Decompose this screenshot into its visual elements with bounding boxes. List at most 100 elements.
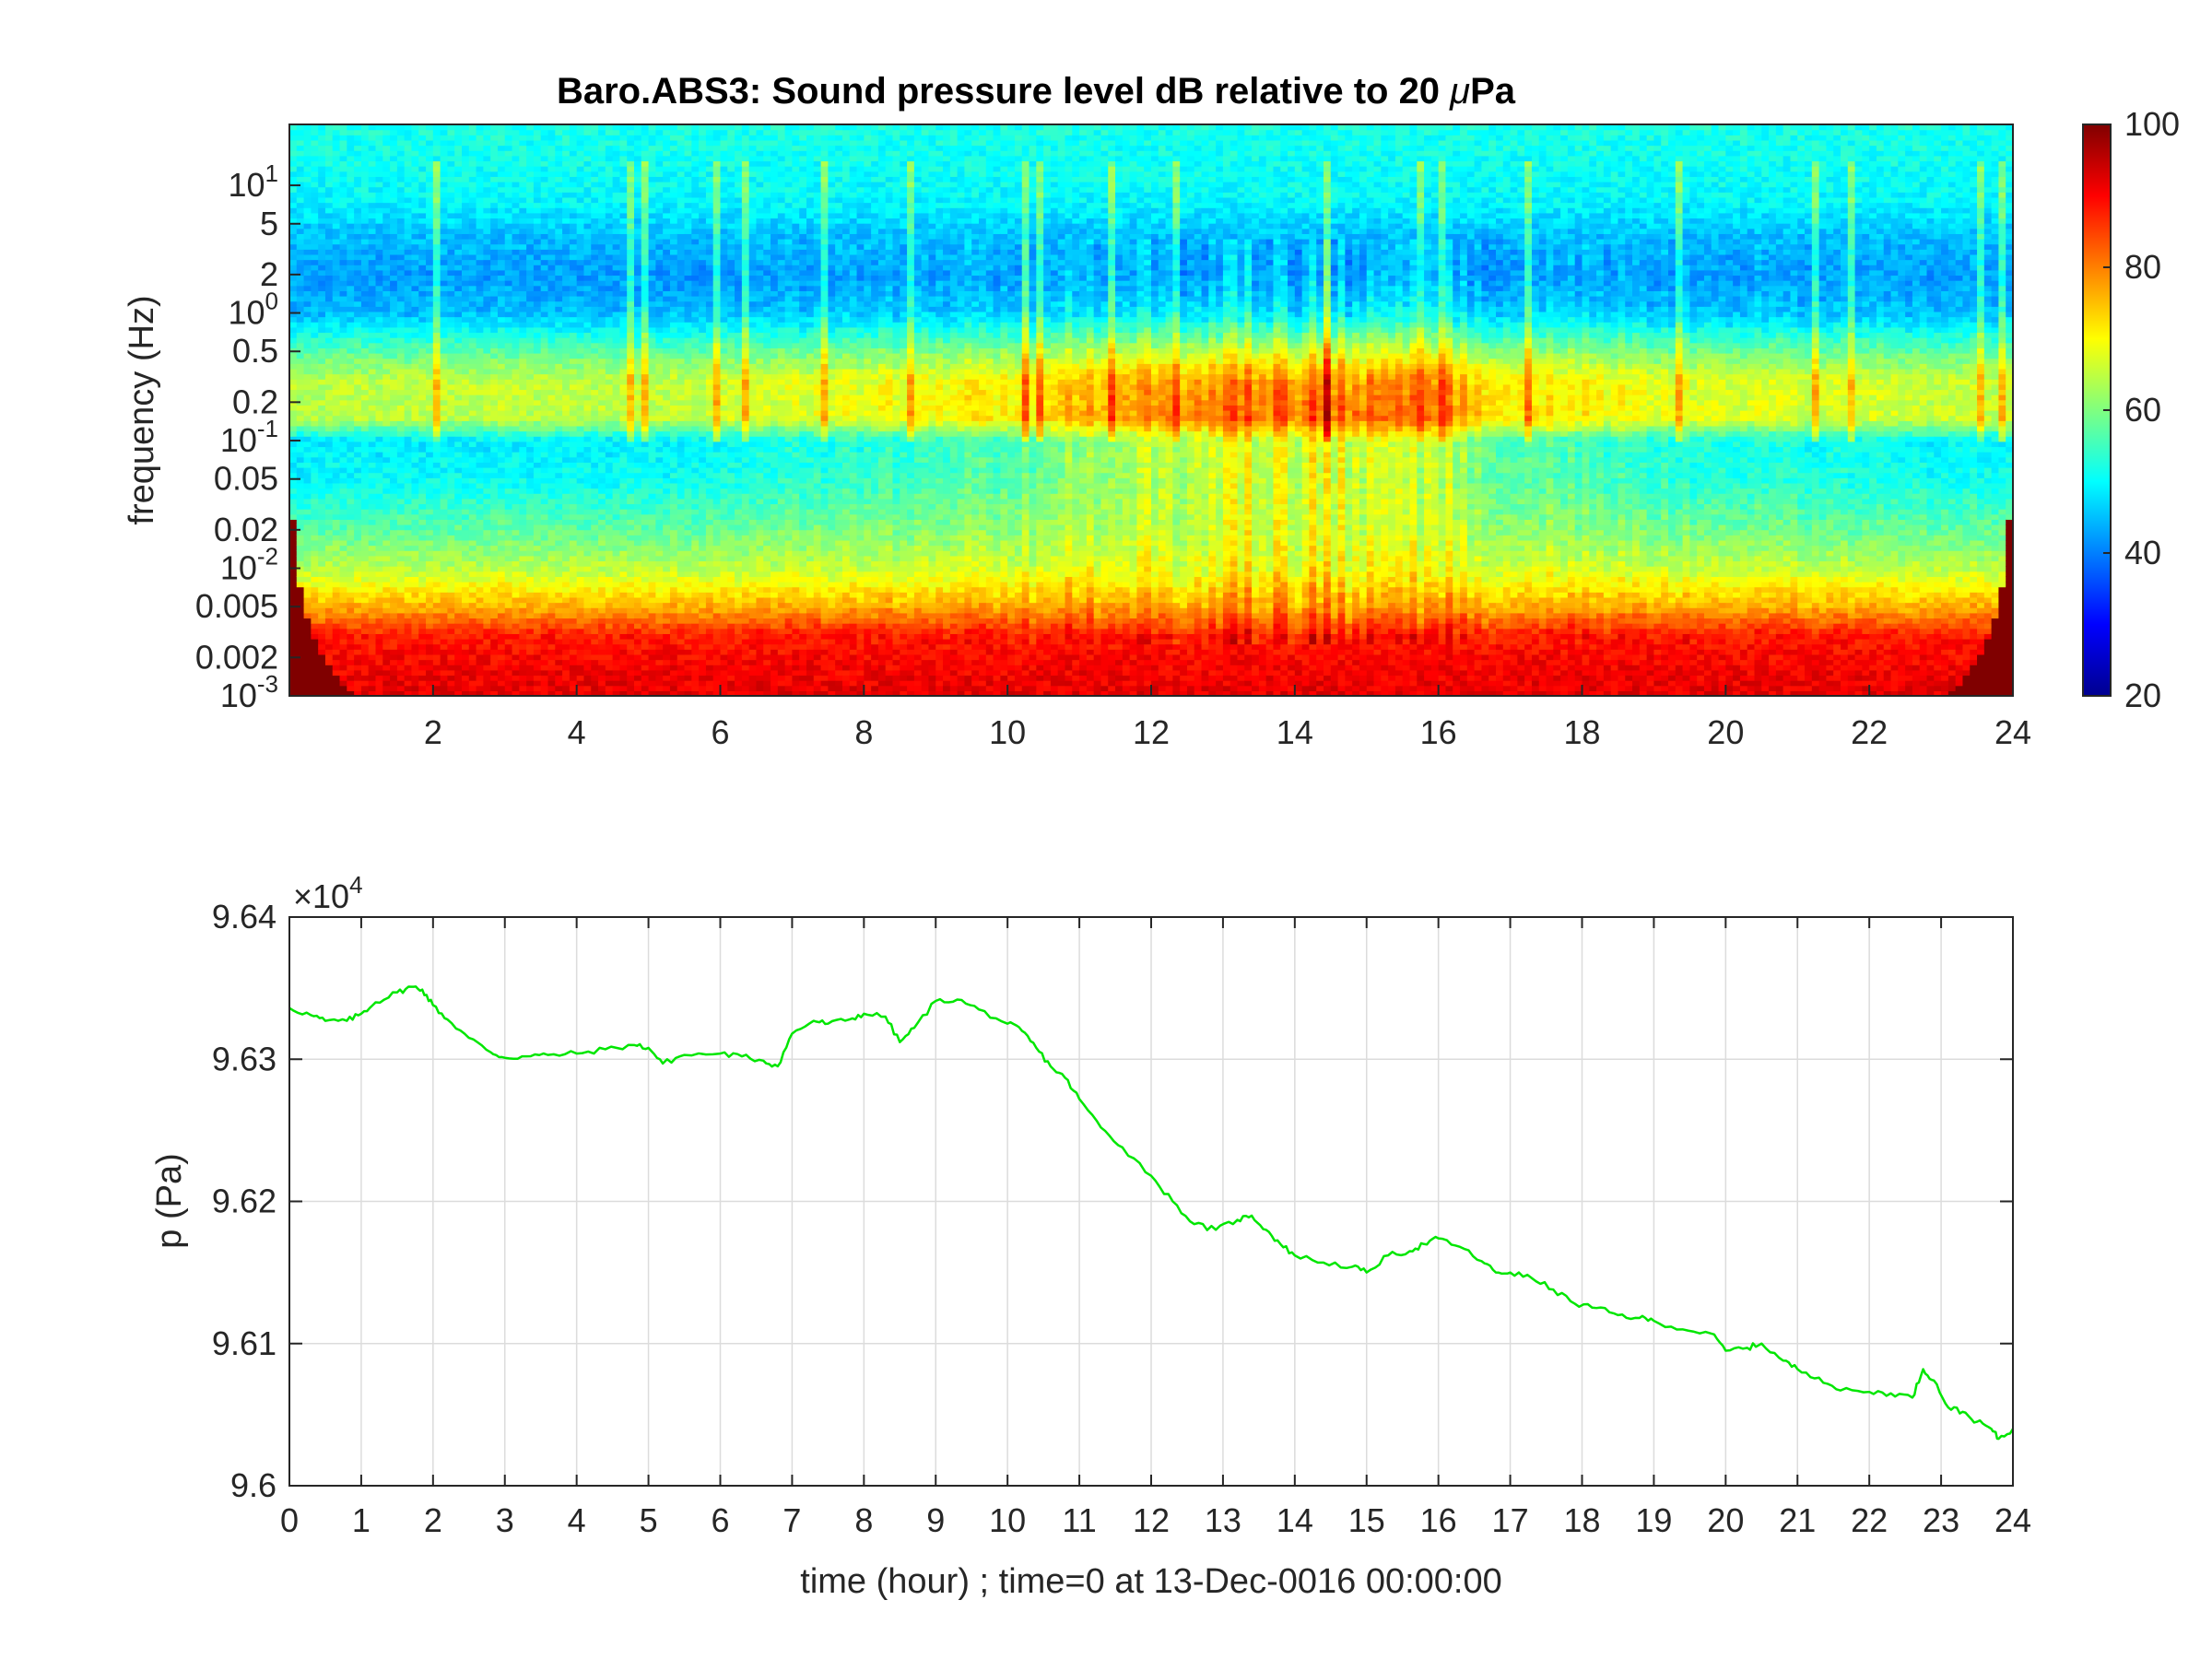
heatmap-cell [591,654,598,660]
heatmap-cell [447,550,454,556]
heatmap-cell [382,182,390,187]
heatmap-cell [534,530,541,535]
heatmap-cell [369,560,376,566]
heatmap-cell [570,322,577,327]
heatmap-cell [418,556,426,561]
heatmap-cell [483,389,490,394]
heatmap-cell [562,337,570,343]
heatmap-cell [426,270,433,276]
heatmap-cell [361,613,369,618]
heatmap-cell [340,410,347,416]
heatmap-cell [555,312,562,317]
heatmap-cell [570,576,577,582]
heatmap-cell [598,182,606,187]
heatmap-cell [583,441,591,447]
heatmap-cell [462,623,469,629]
heatmap-cell [354,462,361,467]
heatmap-cell [382,223,390,229]
heatmap-cell [613,639,620,644]
heatmap-cell [548,499,556,504]
heatmap-cell [490,410,498,416]
heatmap-cell [333,347,340,353]
heatmap-cell [369,156,376,161]
heatmap-cell [583,146,591,151]
heatmap-cell [591,275,598,280]
heatmap-cell [333,566,340,571]
heatmap-cell [318,530,325,535]
heatmap-cell [505,473,512,478]
heatmap-cell [477,301,484,307]
heatmap-cell [311,301,318,307]
heatmap-cell [333,488,340,494]
heatmap-cell [512,431,520,437]
heatmap-cell [297,229,304,234]
heatmap-cell [347,644,354,650]
heatmap-cell [433,301,441,307]
heatmap-cell [369,213,376,218]
heatmap-cell [541,275,548,280]
heatmap-cell [519,499,526,504]
heatmap-cell [397,343,405,348]
heatmap-cell [454,457,462,463]
heatmap-cell [519,535,526,540]
heatmap-cell [526,343,534,348]
heatmap-cell [318,270,325,276]
heatmap-cell [591,546,598,551]
heatmap-cell [361,603,369,608]
heatmap-cell [426,150,433,156]
heatmap-cell [418,587,426,593]
heatmap-cell [505,639,512,644]
heatmap-cell [469,301,477,307]
heatmap-cell [347,613,354,618]
heatmap-cell [583,416,591,421]
heatmap-cell [534,130,541,135]
heatmap-cell [382,546,390,551]
heatmap-cell [426,503,433,509]
heatmap-cell [382,493,390,499]
heatmap-cell [354,280,361,286]
heatmap-cell [405,499,412,504]
heatmap-cell [591,223,598,229]
heatmap-cell [354,160,361,166]
heatmap-cell [483,135,490,140]
heatmap-cell [548,239,556,244]
heatmap-cell [354,389,361,394]
heatmap-cell [534,654,541,660]
heatmap-cell [347,535,354,540]
heatmap-cell [562,582,570,587]
heatmap-cell [562,416,570,421]
heatmap-cell [340,244,347,250]
heatmap-cell [548,473,556,478]
heatmap-cell [433,607,441,613]
heatmap-cell [469,363,477,369]
heatmap-cell [606,275,613,280]
heatmap-cell [333,286,340,291]
heatmap-cell [570,633,577,639]
heatmap-cell [498,416,505,421]
heatmap-cell [297,639,304,644]
heatmap-cell [598,405,606,410]
heatmap-cell [498,519,505,524]
heatmap-cell [483,473,490,478]
heatmap-cell [411,587,418,593]
heatmap-cell [297,171,304,177]
heatmap-cell [369,260,376,265]
heatmap-cell [526,546,534,551]
heatmap-cell [562,223,570,229]
heatmap-cell [333,233,340,239]
heatmap-cell [555,446,562,452]
heatmap-cell [397,623,405,629]
heatmap-cell [462,203,469,208]
heatmap-cell [534,405,541,410]
heatmap-cell [477,400,484,406]
heatmap-cell [548,229,556,234]
heatmap-cell [376,166,383,171]
heatmap-cell [591,374,598,380]
heatmap-cell [477,576,484,582]
heatmap-cell [333,441,340,447]
heatmap-cell [454,670,462,676]
heatmap-cell [405,607,412,613]
heatmap-cell [347,359,354,364]
heatmap-cell [390,135,397,140]
heatmap-cell [382,514,390,520]
